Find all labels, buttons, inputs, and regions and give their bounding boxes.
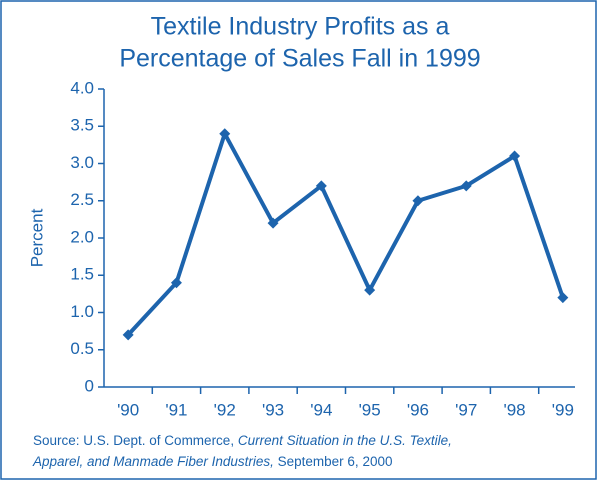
x-tick-label: '98 xyxy=(503,400,525,419)
y-tick-label: 1.0 xyxy=(70,302,94,321)
source-text: Current Situation in the U.S. Textile, xyxy=(238,433,452,448)
x-tick-label: '92 xyxy=(214,400,236,419)
marker xyxy=(509,150,521,162)
y-tick-label: 2.5 xyxy=(70,190,94,209)
source: Apparel, and Manmade Fiber Industries, S… xyxy=(32,454,392,469)
y-tick-label: 1.5 xyxy=(70,265,94,284)
marker xyxy=(122,329,134,341)
source-text: September 6, 2000 xyxy=(274,454,393,469)
x-tick-label: '91 xyxy=(165,400,187,419)
marker xyxy=(557,292,569,304)
source: Source: U.S. Dept. of Commerce, Current … xyxy=(33,433,452,448)
y-tick-label: 3.5 xyxy=(70,116,94,135)
marker xyxy=(170,277,182,289)
marker xyxy=(364,284,376,296)
x-tick-label: '99 xyxy=(552,400,574,419)
y-axis-label: Percent xyxy=(27,208,46,267)
marker xyxy=(412,195,424,207)
y-tick-label: 0 xyxy=(85,376,94,395)
x-tick-label: '95 xyxy=(359,400,381,419)
source-text: Apparel, and Manmade Fiber Industries, xyxy=(32,454,274,469)
line xyxy=(126,131,565,337)
marker xyxy=(315,180,327,192)
chart-title: Textile Industry Profits as a xyxy=(151,13,450,41)
marker xyxy=(460,180,472,192)
marker xyxy=(267,217,279,229)
marker xyxy=(219,128,231,140)
y-tick-label: 2.0 xyxy=(70,227,94,246)
x-tick-label: '96 xyxy=(407,400,429,419)
x-tick-label: '94 xyxy=(310,400,332,419)
x-tick-label: '97 xyxy=(455,400,477,419)
x-tick-label: '93 xyxy=(262,400,284,419)
y-tick-label: 4.0 xyxy=(70,78,94,97)
chart-title: Percentage of Sales Fall in 1999 xyxy=(119,45,480,73)
x-tick-label: '90 xyxy=(117,400,139,419)
y-tick-label: 3.0 xyxy=(70,153,94,172)
source-text: Source: U.S. Dept. of Commerce, xyxy=(33,433,238,448)
y-tick-label: 0.5 xyxy=(70,339,94,358)
